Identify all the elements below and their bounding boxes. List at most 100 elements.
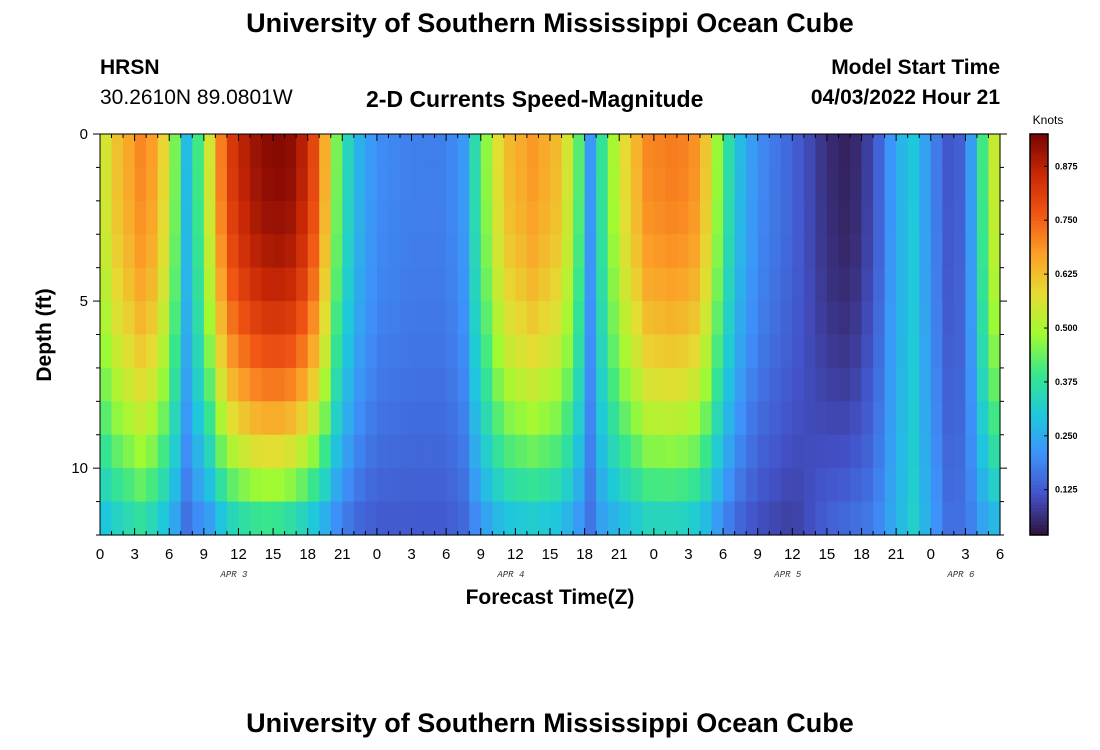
- heatmap-cell: [826, 334, 840, 369]
- colorbar-swatch: [1030, 204, 1048, 209]
- heatmap-cell: [619, 434, 632, 469]
- colorbar-swatch: [1030, 210, 1048, 215]
- heatmap-cell: [480, 267, 493, 302]
- heatmap-cell: [411, 334, 424, 369]
- heatmap-cell: [780, 167, 793, 202]
- heatmap-cell: [561, 134, 574, 169]
- heatmap-cell: [411, 167, 424, 202]
- heatmap-cell: [492, 200, 505, 235]
- colorbar-swatch: [1030, 481, 1048, 486]
- heatmap-cell: [573, 401, 586, 436]
- heatmap-cell: [342, 334, 355, 369]
- heatmap-cell: [307, 167, 320, 202]
- heatmap-cell: [469, 267, 482, 302]
- x-tick-label: 21: [334, 546, 351, 563]
- heatmap-cell: [573, 200, 586, 235]
- heatmap-cell: [273, 200, 286, 235]
- heatmap-cell: [619, 367, 632, 402]
- heatmap-cell: [976, 234, 990, 269]
- heatmap-cell: [850, 267, 863, 302]
- heatmap-cell: [388, 434, 401, 469]
- colorbar-tick-label: 0.625: [1055, 269, 1078, 279]
- heatmap-cell: [919, 367, 932, 402]
- heatmap-cell: [653, 334, 666, 369]
- heatmap-cell: [780, 468, 793, 503]
- heatmap-cell: [746, 134, 759, 169]
- colorbar-frame: [1029, 133, 1049, 536]
- colorbar-swatch: [1030, 200, 1048, 205]
- heatmap-cell: [711, 267, 724, 302]
- heatmap-cell: [353, 367, 366, 402]
- heatmap-cell: [988, 367, 1001, 402]
- heatmap-cell: [192, 334, 205, 369]
- heatmap-cell: [757, 234, 770, 269]
- heatmap-cell: [284, 501, 297, 536]
- heatmap-cell: [815, 434, 828, 469]
- heatmap-cell: [434, 334, 447, 369]
- heatmap-cell: [273, 434, 286, 469]
- heatmap-cell: [446, 434, 459, 469]
- heatmap-cell: [965, 267, 978, 302]
- heatmap-cell: [976, 334, 990, 369]
- heatmap-cell: [965, 234, 978, 269]
- heatmap-cell: [296, 434, 309, 469]
- heatmap-cell: [573, 434, 586, 469]
- heatmap-cell: [803, 301, 816, 336]
- heatmap-cell: [896, 234, 909, 269]
- heatmap-cell: [307, 234, 320, 269]
- heatmap-cell: [157, 367, 170, 402]
- heatmap-cell: [711, 468, 724, 503]
- heatmap-cell: [296, 167, 309, 202]
- heatmap-cell: [850, 134, 863, 169]
- heatmap-cell: [792, 200, 805, 235]
- heatmap-cell: [100, 134, 113, 169]
- colorbar-swatch: [1030, 424, 1048, 429]
- colorbar-swatch: [1030, 347, 1048, 352]
- heatmap-cell: [284, 234, 297, 269]
- colorbar-swatch: [1030, 331, 1048, 335]
- heatmap-cell: [180, 234, 193, 269]
- heatmap-cell: [180, 200, 193, 235]
- heatmap-cell: [284, 167, 297, 202]
- heatmap-cell: [503, 401, 516, 436]
- heatmap-cell: [503, 200, 516, 235]
- heatmap-cell: [850, 167, 863, 202]
- colorbar-swatch: [1030, 478, 1048, 483]
- colorbar-swatch: [1030, 428, 1048, 432]
- heatmap-cell: [607, 367, 620, 402]
- colorbar-tick-label: 0.125: [1055, 485, 1078, 495]
- heatmap-cell: [123, 334, 136, 369]
- heatmap-cell: [965, 167, 978, 202]
- heatmap-cell: [884, 434, 897, 469]
- heatmap-cell: [284, 401, 297, 436]
- heatmap-cell: [700, 301, 713, 336]
- heatmap-cell: [746, 267, 759, 302]
- heatmap-cell: [988, 134, 1001, 169]
- heatmap-cell: [676, 301, 690, 336]
- heatmap-cell: [953, 167, 966, 202]
- heatmap-cell: [573, 334, 586, 369]
- heatmap-cell: [261, 167, 274, 202]
- heatmap-cell: [746, 501, 759, 536]
- heatmap-cell: [180, 401, 193, 436]
- heatmap-cell: [861, 434, 874, 469]
- heatmap-cell: [157, 234, 170, 269]
- heatmap-cell: [353, 434, 366, 469]
- heatmap-cell: [896, 334, 909, 369]
- heatmap-cell: [688, 434, 701, 469]
- heatmap-cell: [261, 301, 274, 336]
- x-tick-label: 0: [373, 546, 381, 563]
- colorbar-swatch: [1030, 224, 1048, 229]
- heatmap-cell: [353, 167, 366, 202]
- heatmap-cell: [400, 334, 413, 369]
- heatmap-cell: [434, 234, 447, 269]
- heatmap-cell: [976, 468, 990, 503]
- heatmap-cell: [538, 234, 551, 269]
- heatmap-cell: [192, 267, 205, 302]
- colorbar-swatch: [1030, 324, 1048, 329]
- x-tick-label: 3: [130, 546, 138, 563]
- heatmap-cell: [446, 267, 459, 302]
- colorbar-swatch: [1030, 508, 1048, 513]
- heatmap-cell: [526, 134, 540, 169]
- heatmap-cell: [319, 401, 332, 436]
